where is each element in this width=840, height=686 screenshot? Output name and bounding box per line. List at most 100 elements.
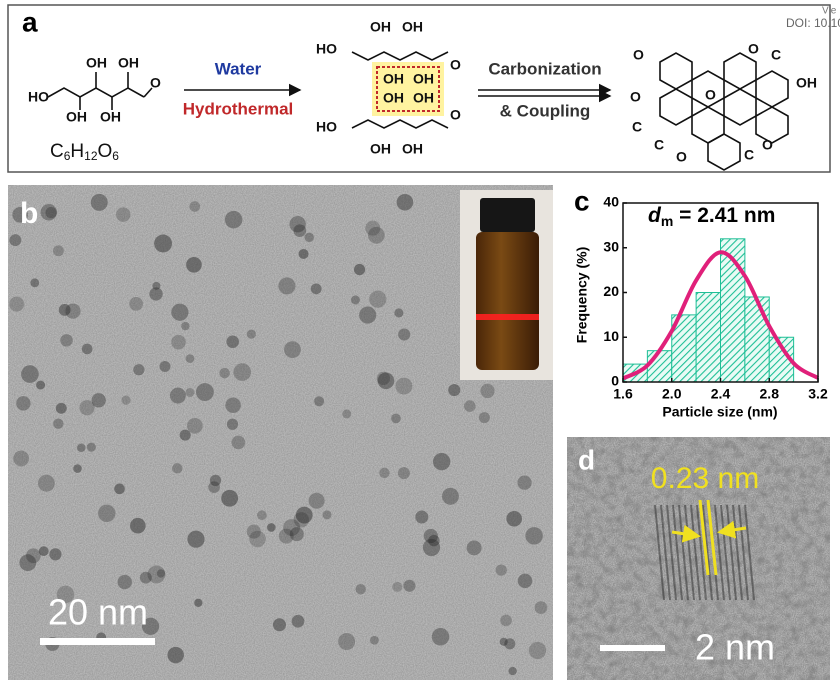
nanoparticle [369,290,387,308]
scale-bar-label: 20 nm [48,592,148,633]
atom: HO [316,119,337,135]
bond [351,119,449,129]
nanoparticle [355,583,366,595]
panel-label: a [22,6,38,37]
nanoparticle [12,206,28,223]
y-tick-label: 40 [603,194,619,210]
nanoparticle [293,224,307,238]
bond [143,87,153,98]
nanoparticle [310,283,322,295]
chart-title: dm = 2.41 nm [648,204,775,229]
fringe [654,504,665,601]
formula-part: 6 [112,149,119,163]
nanoparticle [506,511,522,527]
atom: OH [402,141,423,157]
nanoparticle [233,363,252,381]
nanoparticle [53,418,64,429]
formula-part: 12 [84,149,98,163]
nanoparticle [56,585,75,604]
bond [351,51,449,61]
spacing-label: 0.23 nm [651,462,759,495]
x-tick-label: 2.4 [711,386,731,402]
nanoparticle [209,474,222,486]
nanoparticle [221,489,239,507]
y-tick-label: 0 [611,373,619,389]
y-tick-label: 20 [603,283,619,299]
nanoparticle [156,569,166,578]
nanoparticle [246,329,256,339]
panel-label: c [574,185,590,216]
nanoparticle [464,400,476,412]
nanoparticle [45,207,57,219]
nanoparticle [353,263,366,276]
condition: Hydrothermal [183,99,294,118]
x-tick-label: 2.8 [760,386,780,402]
nanoparticle [376,371,391,386]
nanoparticle [480,383,495,399]
nanoparticle [65,303,81,319]
nanoparticle [37,474,55,492]
atom: C [744,147,754,163]
fringe-marker [706,499,718,576]
fringe [678,504,689,601]
nanoparticle [159,360,171,372]
nanoparticle [185,387,195,397]
atom: C [771,47,781,63]
nanoparticles [9,193,548,676]
nanoparticle [81,343,93,355]
nanoparticle [9,296,25,312]
nanoparticle [314,396,325,407]
nanoparticle [133,364,145,376]
atom: HO [28,89,49,105]
nanoparticle [16,396,31,411]
fringe [702,504,713,601]
nanoparticle [304,232,314,243]
nanoparticle [278,528,294,544]
nanoparticle [55,402,67,414]
nanoparticle [431,628,450,646]
nanoparticle [231,435,246,450]
formula: C6H12O6 [50,141,119,163]
fringe [690,504,701,601]
atom: O [748,41,759,57]
atom: O [630,89,641,105]
atom: OH [100,109,121,125]
atom: OH [383,90,404,106]
condition: & Coupling [500,101,591,120]
nanoparticle [283,519,301,536]
nanoparticle [379,467,390,479]
nanoparticle [189,201,201,212]
nanoparticle [289,527,304,542]
nanoparticle [423,528,438,544]
nanoparticle [187,417,203,434]
nanoparticle [395,377,413,395]
panel-b: b 20 nm [8,185,553,680]
nanoparticle [367,226,385,244]
nanoparticle [284,341,301,359]
title-part: d [648,204,662,227]
nanoparticle [226,418,239,430]
nanoparticle [432,452,451,471]
nanoparticle [397,467,410,480]
nanoparticle [167,646,184,664]
nanoparticle [79,400,95,416]
nanoparticle [370,635,379,645]
nanoparticle [25,548,41,564]
nanoparticle [9,234,22,247]
fringe [696,504,707,601]
nanoparticle [428,534,440,547]
nanoparticle [359,306,377,324]
nanoparticle [90,193,108,211]
formula-part: 6 [64,149,71,163]
nanoparticle [21,365,39,383]
highlight [372,62,444,116]
fringe [660,504,671,601]
nanoparticle [171,303,189,321]
nanoparticle [246,524,261,539]
x-tick-label: 3.2 [808,386,828,402]
nanoparticle [338,633,356,651]
atom: OH [413,90,434,106]
nanoparticle [224,210,243,229]
nanoparticle [350,295,360,305]
